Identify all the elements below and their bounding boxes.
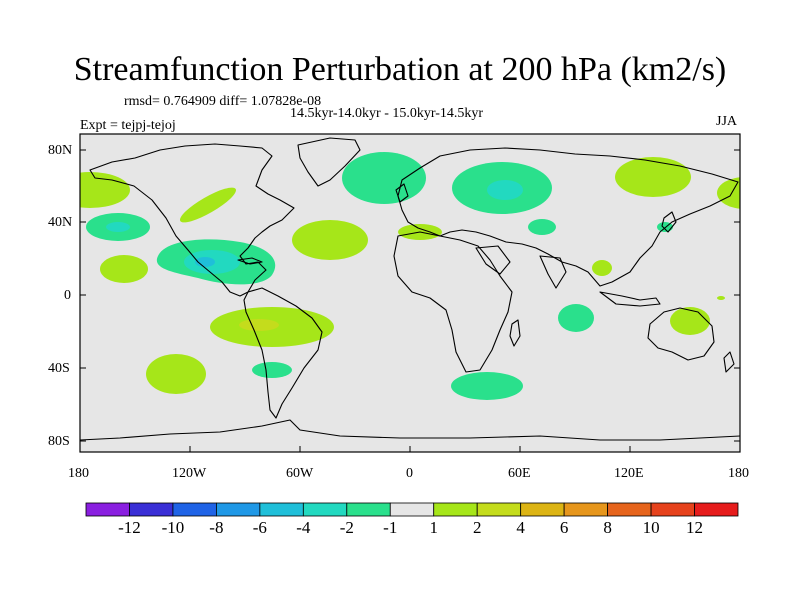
coast-arabia [475,245,511,275]
anomaly-positive-small-dot [717,296,725,300]
lon-label-120w: 120W [172,466,207,481]
colorbar-box [346,502,391,517]
colorbar-label: -6 [252,518,267,537]
colorbar-box [172,502,217,517]
coast-africa [393,231,513,373]
coast-japan [661,211,677,233]
coast-south-america [243,287,323,419]
coast-madagascar [509,319,521,347]
colorbar-box [389,502,435,517]
lat-ticks [80,149,740,442]
lat-label-0: 0 [64,288,71,303]
lon-label-180-east: 180 [728,466,749,481]
lon-label-180-west: 180 [68,466,89,481]
colorbar-box [476,502,522,517]
colorbar-label: -1 [383,518,398,537]
coast-eurasia [397,147,739,287]
colorbar-box [520,502,565,517]
lon-label-120e: 120E [614,466,644,481]
figure-title: Streamfunction Perturbation at 200 hPa (… [73,51,727,88]
lon-ticks [79,446,741,452]
colorbar-box [650,502,695,517]
colorbar-box [607,502,652,517]
experiment-text: Expt = tejpj-tejoj [80,118,176,133]
colorbar-label: 1 [429,518,438,537]
coast-india [539,255,567,289]
colorbar-label: 10 [642,518,660,537]
season-text: JJA [716,114,738,129]
anomaly-positive-north-pacific-west [80,172,130,208]
anomaly-positive-canada-arc [180,187,236,223]
anomaly-negative-central-asia [528,219,556,235]
anomaly-positive-subtropical-pacific [100,255,148,283]
coastlines [80,137,740,441]
colorbar-box [433,502,478,517]
lat-label-40s: 40S [48,361,70,376]
coast-indonesia [599,291,661,307]
coast-antarctica [80,419,740,441]
colorbar-label: 12 [686,518,704,537]
coast-british-isles [395,183,409,203]
colorbar-label: -8 [209,518,224,537]
colorbar-box [563,502,609,517]
anomaly-negative-north-atlantic [342,152,426,204]
anomaly-positive-south-pacific [146,354,206,394]
coast-north-america [89,143,295,297]
colorbar-label: 8 [603,518,612,537]
lat-label-40n: 40N [48,215,73,230]
anomaly-positive-north-pacific-east [717,177,740,209]
lon-label-0: 0 [406,466,413,481]
anomaly-positive-east-siberia [615,157,691,197]
rmsd-text: rmsd= 0.764909 diff= 1.07828e-08 [124,94,322,109]
coast-australia [647,307,715,361]
coast-new-zealand [723,351,735,373]
colorbar-box [302,502,348,517]
colorbar-box [85,502,130,517]
colorbar-label: 4 [516,518,525,537]
coast-caribbean [237,257,263,265]
period-text: 14.5kyr-14.0kyr - 15.0kyr-14.5kyr [290,106,484,121]
anomaly-negative-eurasia-core [487,180,523,200]
anomaly-negative-central-america-center [195,257,215,267]
anomaly-positive-north-atlantic [292,220,368,260]
anomaly-positive-south-america-core [239,319,279,331]
anomaly-negative-southern-ocean [451,372,523,400]
colorbar-box [259,502,304,517]
colorbar-box [129,502,174,517]
anomaly-positive-south-asia [592,260,612,276]
anomaly-negative-south-atlantic [252,362,292,378]
colorbar-label: 2 [472,518,482,537]
lon-label-60e: 60E [508,466,531,481]
coast-greenland [297,137,361,187]
colorbar-label: -10 [161,518,185,537]
lat-label-80s: 80S [48,434,70,449]
anomaly-negative-north-pacific-core [106,222,130,232]
colorbar [85,502,739,517]
anomaly-negative-indian-ocean [558,304,594,332]
colorbar-box [215,502,261,517]
colorbar-box [694,502,739,517]
lon-label-60w: 60W [286,466,314,481]
colorbar-label: -4 [296,518,311,537]
colorbar-label: -2 [339,518,354,537]
colorbar-label: -12 [118,518,141,537]
colorbar-label: 6 [559,518,569,537]
lat-label-80n: 80N [48,143,73,158]
anomaly-positive-australia [670,307,710,335]
